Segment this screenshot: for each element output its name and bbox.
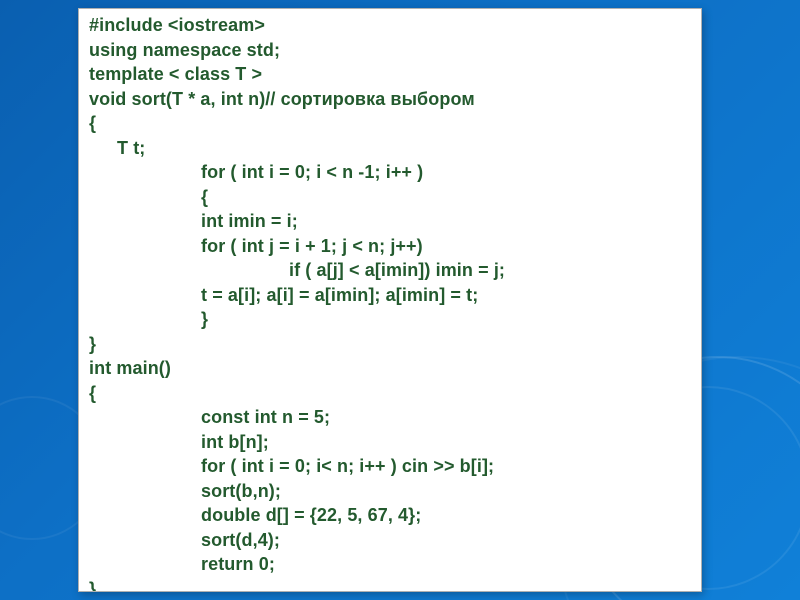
code-line: for ( int j = i + 1; j < n; j++) [201,236,423,256]
code-line: #include <iostream> [89,15,265,35]
code-line: { [89,113,96,133]
code-block: #include <iostream> using namespace std;… [89,13,691,592]
code-line: t = a[i]; a[i] = a[imin]; a[imin] = t; [201,285,478,305]
code-line: sort(b,n); [201,481,281,501]
code-line: T t; [117,138,145,158]
code-line: { [201,187,208,207]
code-line: template < class T > [89,64,262,84]
code-line: return 0; [201,554,275,574]
code-line: double d[] = {22, 5, 67, 4}; [201,505,421,525]
code-line: sort(d,4); [201,530,280,550]
code-line: using namespace std; [89,40,280,60]
code-line: } [89,334,96,354]
code-line: int main() [89,358,171,378]
code-line: int imin = i; [201,211,298,231]
code-line: if ( a[j] < a[imin]) imin = j; [289,260,505,280]
code-line: void sort(T * a, int n)// сортировка выб… [89,89,475,109]
code-slide-box: #include <iostream> using namespace std;… [78,8,702,592]
code-line: for ( int i = 0; i< n; i++ ) cin >> b[i]… [201,456,494,476]
code-line: int b[n]; [201,432,269,452]
code-line: const int n = 5; [201,407,330,427]
code-line: } [201,309,208,329]
code-line: { [89,383,96,403]
code-line: } [89,579,96,593]
code-line: for ( int i = 0; i < n -1; i++ ) [201,162,423,182]
